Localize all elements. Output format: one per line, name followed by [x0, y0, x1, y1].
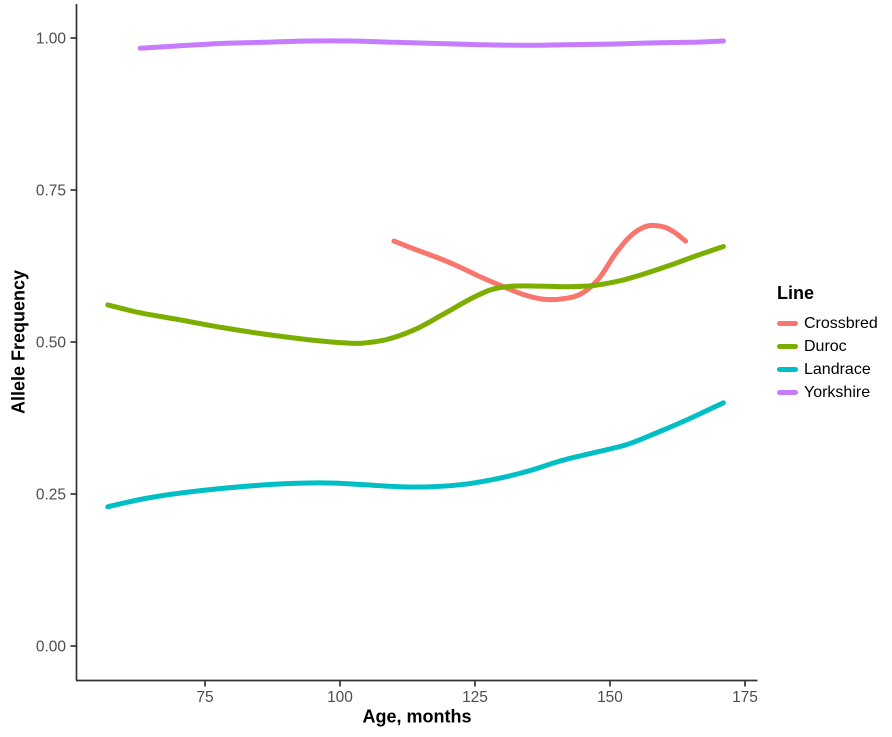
- legend-entry-crossbred: Crossbred: [777, 312, 878, 335]
- y-axis-title: Allele Frequency: [8, 269, 29, 415]
- y-tick-label: 0.25: [36, 487, 66, 504]
- y-tick-label: 0.50: [36, 335, 67, 352]
- legend-entries: Crossbred Duroc Landrace Yorkshire: [777, 312, 878, 404]
- series-line-yorkshire: [137, 38, 726, 51]
- series-line-landrace: [105, 400, 726, 510]
- y-tick-label: 1.00: [36, 31, 67, 48]
- x-tick-label: 100: [327, 689, 353, 706]
- legend-key-duroc-icon: [777, 344, 798, 349]
- legend-key-yorkshire-icon: [777, 390, 798, 395]
- x-tick-label: 125: [462, 689, 488, 706]
- legend-label: Landrace: [804, 360, 871, 378]
- x-axis-title: Age, months: [362, 706, 472, 727]
- legend-label: Crossbred: [804, 314, 878, 332]
- legend-key-landrace-icon: [777, 367, 798, 372]
- x-tick-label: 150: [597, 689, 623, 706]
- legend-entry-landrace: Landrace: [777, 358, 878, 381]
- legend-label: Duroc: [804, 337, 847, 355]
- x-tick-label: 175: [732, 689, 758, 706]
- x-tick-label: 75: [196, 689, 213, 706]
- legend-title: Line: [777, 283, 815, 303]
- legend-entry-yorkshire: Yorkshire: [777, 381, 878, 404]
- legend-key-crossbred-icon: [777, 321, 798, 326]
- axes-layer: 0.00 0.25 0.50 0.75 1.00 75 100 125 150 175: [36, 4, 758, 706]
- y-tick-label: 0.00: [36, 639, 67, 656]
- y-tick-label: 0.75: [36, 183, 66, 200]
- legend-entry-duroc: Duroc: [777, 335, 878, 358]
- legend: Line Crossbred Duroc Landrace Yorkshire: [777, 283, 878, 404]
- series-line-crossbred: [391, 222, 689, 303]
- series-line-duroc: [105, 244, 726, 346]
- series-layer: [105, 38, 726, 510]
- legend-label: Yorkshire: [804, 383, 871, 401]
